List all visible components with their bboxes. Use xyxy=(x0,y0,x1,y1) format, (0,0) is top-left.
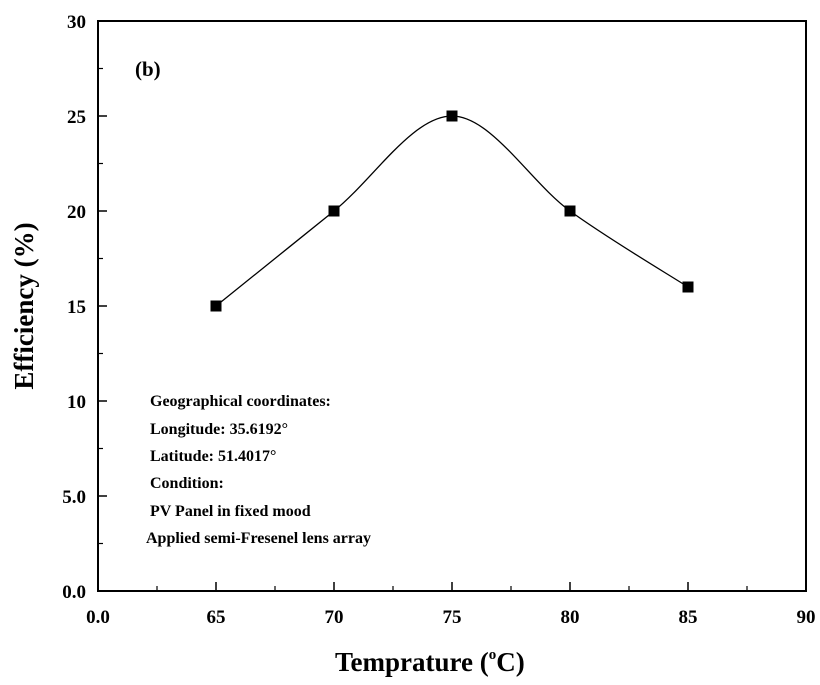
data-point xyxy=(564,205,576,217)
annotation-line: Geographical coordinates: xyxy=(150,393,331,410)
x-axis-title-main: Temprature ( xyxy=(335,647,489,677)
series-curve xyxy=(215,115,689,307)
y-tick-label: 5.0 xyxy=(62,487,86,508)
y-tick-label: 25 xyxy=(67,107,86,128)
data-point xyxy=(682,281,694,293)
x-axis-title: Temprature (oC) xyxy=(335,647,525,677)
annotation-block: Geographical coordinates: Longitude: 35.6… xyxy=(146,393,371,547)
x-tick-label: 65 xyxy=(207,607,226,628)
x-tick-label: 80 xyxy=(561,607,580,628)
y-tick-labels: 0.0 5.0 10 15 20 25 30 xyxy=(62,12,86,603)
annotation-line: PV Panel in fixed mood xyxy=(150,503,311,520)
x-tick-label: 70 xyxy=(325,607,344,628)
y-tick-label: 30 xyxy=(67,12,86,33)
y-axis-title: Efficiency (%) xyxy=(9,222,39,389)
data-point xyxy=(210,300,222,312)
annotation-line: Applied semi-Fresenel lens array xyxy=(146,530,371,547)
y-tick-label: 20 xyxy=(67,202,86,223)
x-tick-label: 85 xyxy=(679,607,698,628)
x-tick-label: 90 xyxy=(797,607,816,628)
x-axis-title-unit: C) xyxy=(496,647,525,677)
x-axis-title-degree: o xyxy=(489,647,497,663)
data-point xyxy=(328,205,340,217)
annotation-line: Longitude: 35.6192° xyxy=(150,421,288,438)
x-tick-label: 0.0 xyxy=(86,607,110,628)
y-tick-label: 10 xyxy=(67,392,86,413)
series-points xyxy=(210,110,694,312)
y-tick-label: 0.0 xyxy=(62,582,86,603)
annotation-line: Condition: xyxy=(150,475,224,492)
y-tick-label: 15 xyxy=(67,297,86,318)
plot-frame xyxy=(97,20,807,592)
panel-label: (b) xyxy=(135,57,161,81)
annotation-line: Latitude: 51.4017° xyxy=(150,448,276,465)
x-tick-labels: 0.0 65 70 75 80 85 90 xyxy=(86,607,815,628)
data-point xyxy=(446,110,458,122)
x-tick-label: 75 xyxy=(443,607,462,628)
